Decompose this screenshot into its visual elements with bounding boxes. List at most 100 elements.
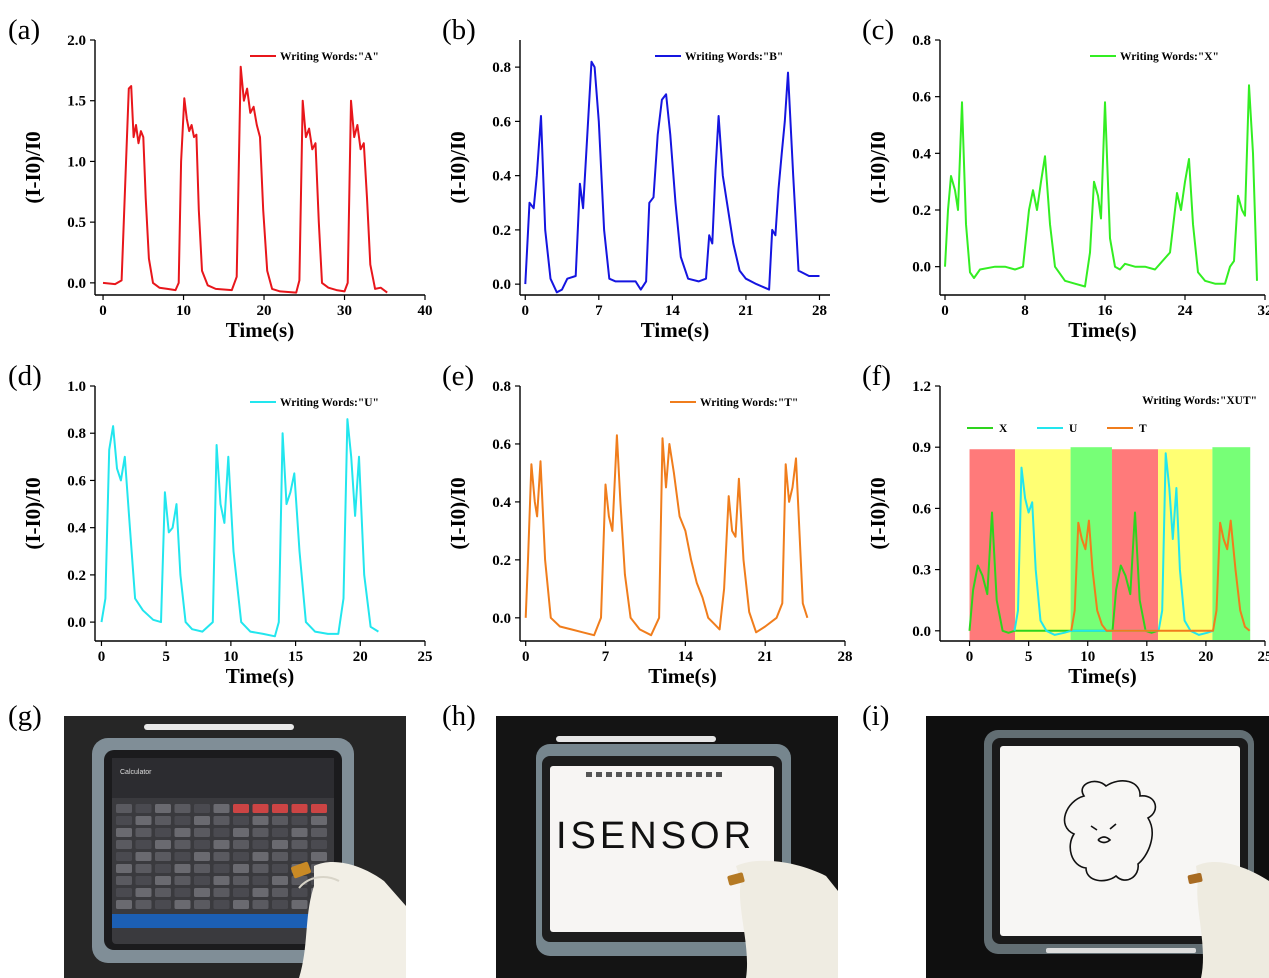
calculator-key [291,804,308,813]
calculator-key [213,864,230,873]
photo-calculator-tablet: Calculator [64,716,406,978]
panel-label-h: (h) [442,700,476,732]
calculator-key [252,828,269,837]
calculator-key [291,888,308,897]
x-tick-label: 8 [1021,303,1029,319]
photo-sensor-drawing: ISENSOR [496,716,838,978]
series-line-0 [102,65,388,294]
y-tick-label: 0.2 [492,223,511,239]
photo-doodle-tablet [926,716,1269,978]
legend-label: T [1139,423,1147,435]
y-tick-label: 0.6 [912,501,931,517]
y-tick-label: 0.8 [912,33,931,49]
calculator-key [194,816,210,825]
calculator-key [233,900,249,909]
calculator-key [155,828,171,837]
calculator-key [213,840,230,849]
y-tick-label: 0.0 [67,276,86,292]
x-tick-label: 25 [1258,649,1269,665]
calculator-key [233,888,249,897]
x-tick-label: 15 [1139,649,1154,665]
legend-label: Writing Words:"X" [1120,51,1219,63]
calculator-key [233,864,249,873]
calculator-key [233,804,249,813]
calculator-key [174,852,191,861]
y-tick-label: 0.8 [492,60,511,76]
legend-label: Writing Words:"B" [685,51,783,63]
y-tick-label: 0.2 [912,203,931,219]
calculator-key [291,876,308,885]
x-axis-title: Time(s) [1068,664,1136,688]
legend-label: X [999,423,1008,435]
calculator-key [174,888,191,897]
y-tick-label: 0.4 [492,495,511,511]
x-tick-label: 14 [678,649,694,665]
calculator-key [174,840,191,849]
toolbar-icon [596,772,602,777]
toolbar-icon [716,772,722,777]
x-tick-label: 32 [1258,303,1269,319]
photo-calculator-drawing: Calculator [64,716,406,978]
y-tick-label: 0.0 [912,624,931,640]
series-line-0 [524,434,809,637]
y-tick-label: 0.4 [67,521,86,537]
panel-label-b: (b) [442,14,476,46]
doodle-creature [1063,780,1157,882]
x-tick-label: 7 [595,303,603,319]
calculator-key [116,864,132,873]
y-tick-label: 0.8 [492,379,511,395]
calculator-key [233,816,249,825]
calculator-key [135,876,152,885]
calculator-key [194,828,210,837]
toolbar-icon [656,772,662,777]
x-tick-label: 10 [176,303,191,319]
calculator-key [116,888,132,897]
x-axis-title: Time(s) [226,318,294,342]
band-0 [969,449,1016,640]
x-tick-label: 0 [966,649,974,665]
calculator-key [272,900,288,909]
calculator-key [233,828,249,837]
panel-label-g: (g) [8,700,42,732]
calculator-key [291,828,308,837]
panel-label-d: (d) [8,360,42,392]
calculator-key [213,852,230,861]
calculator-key [213,876,230,885]
photo-sensor-writing-tablet: ISENSOR [496,716,838,978]
y-tick-label: 1.2 [912,379,931,395]
calculator-key [155,840,171,849]
calculator-key [194,900,210,909]
calculator-key [311,816,327,825]
x-tick-label: 20 [353,649,368,665]
chart-4: 0 7 14 21 28 0.0 0.2 0.4 0.6 0.8 Time(s) (I-I0)/I0 W… [446,379,853,688]
chart-3: 0 5 10 15 20 25 0.0 0.2 0.4 0.6 0.8 1.0 Time(s) (I-I0… [21,379,433,688]
calculator-key [135,888,152,897]
x-tick-label: 16 [1098,303,1114,319]
toolbar-icon [606,772,612,777]
y-tick-label: 0.0 [492,277,511,293]
x-tick-label: 5 [162,649,170,665]
calculator-key [213,804,230,813]
y-tick-label: 0.6 [492,437,511,453]
toolbar-icon [586,772,592,777]
x-tick-label: 14 [665,303,681,319]
legend-label: U [1069,423,1078,435]
calculator-key [174,804,191,813]
band-3 [1111,449,1159,640]
calculator-key [194,840,210,849]
x-tick-label: 40 [418,303,433,319]
calculator-key [213,888,230,897]
y-tick-label: 0.9 [912,440,931,456]
calculator-key [194,864,210,873]
calculator-key [252,816,269,825]
calculator-key [213,816,230,825]
chart-2: 0 8 16 24 32 0.0 0.2 0.4 0.6 0.8 Time(s) (I-I0)/I0 W… [866,33,1269,342]
calculator-key [252,840,269,849]
x-axis-title: Time(s) [641,318,709,342]
y-tick-label: 0.6 [912,90,931,106]
calculator-screen-title: Calculator [120,769,152,776]
annotation: Writing Words:"XUT" [1142,395,1257,407]
toolbar-icon [646,772,652,777]
y-tick-label: 0.0 [492,611,511,627]
y-tick-label: 0.0 [912,260,931,276]
